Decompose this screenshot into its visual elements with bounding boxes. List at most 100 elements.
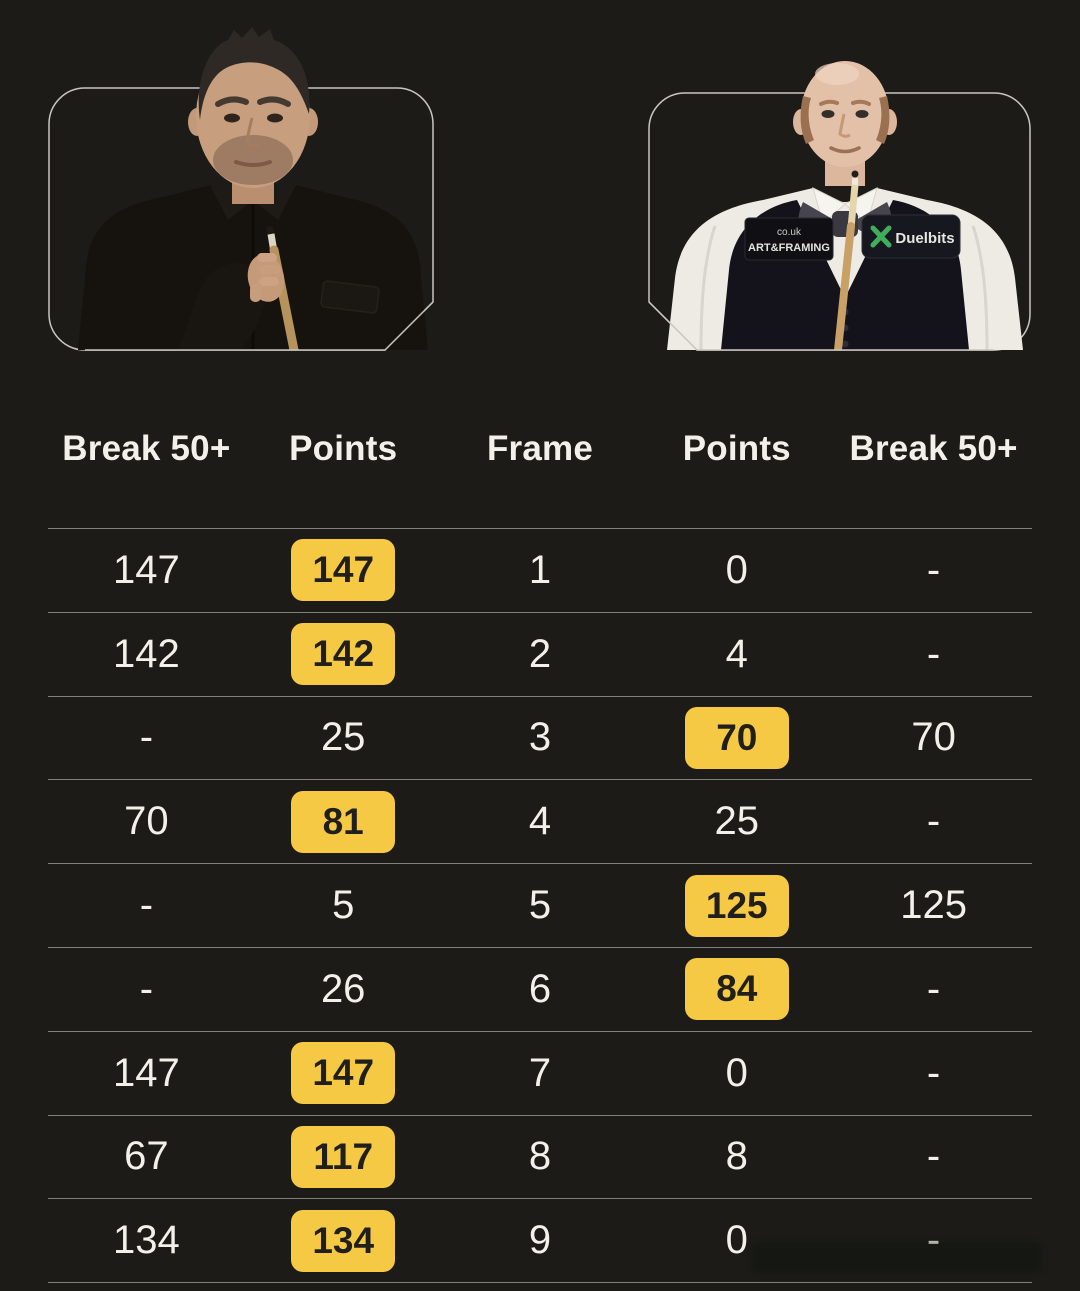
cue-tip-left [266, 226, 274, 234]
right-nose [838, 113, 851, 138]
right-points-value: 25 [714, 799, 760, 844]
right-points-cell: 70 [638, 697, 835, 780]
left-points-value: 134 [291, 1209, 396, 1272]
left-card-outline [48, 87, 434, 351]
sleeve-fold-l [699, 225, 717, 350]
left-collar-2 [253, 185, 296, 220]
right-points-value: 84 [684, 958, 789, 1021]
frame-number: 3 [528, 715, 552, 760]
right-points-value: 0 [725, 1050, 748, 1095]
left-points-cell: 147 [245, 1032, 442, 1115]
stubble [213, 135, 293, 185]
right-brow-l [819, 99, 839, 106]
right-points-cell: 84 [638, 948, 835, 1031]
table-body: 147 147 1 0 - 142 142 2 4 - - 25 3 70 70 [48, 528, 1032, 1284]
left-points-value: 81 [291, 790, 396, 853]
right-card-bottom-edge [648, 301, 994, 351]
frame-row-9: 134 134 9 0 - [48, 1198, 1032, 1282]
left-break-value: - [139, 966, 154, 1011]
sleeve-fold-r [971, 225, 989, 350]
duelbits-label: Duelbits [895, 230, 954, 247]
left-points-cell: 81 [245, 780, 442, 863]
duelbits-patch: Duelbits [861, 214, 961, 259]
right-points-cell: 4 [638, 613, 835, 696]
frame-number: 7 [528, 1050, 552, 1095]
left-brow-r [257, 96, 291, 107]
bald-crown-highlight [815, 63, 859, 85]
right-points-cell: 25 [638, 780, 835, 863]
frame-number: 6 [528, 966, 552, 1011]
header-left-break: Break 50+ [62, 429, 231, 468]
frame-number: 4 [528, 799, 552, 844]
shirt-pocket [320, 280, 380, 314]
frame-row-7: 147 147 7 0 - [48, 1030, 1032, 1115]
left-points-cell: 25 [245, 697, 442, 780]
left-break-value: 147 [113, 547, 180, 592]
left-player-photo [78, 27, 428, 350]
right-points-cell: 125 [638, 864, 835, 947]
frame-row-8: 67 117 8 8 - [48, 1114, 1032, 1199]
left-break-value: 134 [113, 1218, 180, 1263]
frame-number: 8 [528, 1134, 552, 1179]
right-player-face [801, 61, 889, 167]
left-brow-l [215, 96, 249, 107]
right-points-value: 0 [725, 547, 748, 592]
finger-3 [259, 277, 279, 286]
right-break-value: 70 [911, 715, 956, 760]
table-header-row: Break 50+ Points Frame Points Break 50+ [48, 417, 1032, 528]
frame-score-table: Break 50+ Points Frame Points Break 50+ … [48, 417, 1032, 1284]
right-break-value: - [926, 631, 941, 676]
frame-row-3: - 25 3 70 70 [48, 695, 1032, 780]
right-brow-r [851, 99, 871, 106]
art-framing-patch: co.uk ART&FRAMING [744, 217, 834, 261]
right-break-value: 125 [900, 883, 967, 928]
vest-button-3 [841, 340, 849, 348]
left-eye-r [267, 113, 283, 123]
frame-row-2: 142 142 2 4 - [48, 611, 1032, 696]
right-player-cue [834, 222, 855, 350]
left-break-value: - [139, 715, 154, 760]
left-points-value: 26 [320, 966, 366, 1011]
patch-line2: ART&FRAMING [748, 242, 830, 254]
header-right-break: Break 50+ [849, 429, 1018, 468]
side-hair-r [876, 96, 890, 144]
finger-2 [259, 265, 281, 274]
left-points-value: 142 [291, 623, 396, 686]
left-player-face [196, 44, 310, 188]
left-points-cell: 134 [245, 1199, 442, 1282]
header-right-points: Points [682, 429, 791, 468]
side-hair-l [800, 96, 814, 144]
left-break-value: 142 [113, 631, 180, 676]
left-card-bottom-edge [85, 301, 434, 351]
left-player-hair [198, 27, 310, 120]
thumb [250, 284, 261, 302]
right-points-value: 125 [684, 874, 789, 937]
right-mouth [829, 146, 861, 154]
duelbits-logo-icon [870, 225, 892, 248]
left-points-cell: 142 [245, 613, 442, 696]
left-points-value: 147 [291, 1042, 396, 1105]
left-break-value: - [139, 883, 154, 928]
left-points-value: 25 [320, 715, 366, 760]
left-player-sleeve [178, 263, 272, 350]
left-points-cell: 147 [245, 529, 442, 612]
left-collar [210, 185, 253, 220]
left-points-value: 117 [291, 1125, 396, 1188]
header-frame: Frame [486, 429, 594, 468]
right-points-value: 4 [725, 631, 748, 676]
cue-shaft-upper [847, 184, 859, 229]
frame-number: 9 [528, 1218, 552, 1263]
right-points-value: 0 [725, 1218, 748, 1263]
right-points-value: 70 [684, 706, 789, 769]
right-break-value: - [926, 1050, 941, 1095]
patch-line1: co.uk [777, 227, 802, 238]
right-eye-l [821, 110, 835, 118]
right-break-value: - [926, 799, 941, 844]
left-break-value: 70 [124, 799, 169, 844]
right-points-cell: 8 [638, 1116, 835, 1199]
frame-number: 1 [528, 547, 552, 592]
left-points-cell: 117 [245, 1116, 442, 1199]
left-eye-l [224, 113, 240, 123]
watermark-smudge [752, 1242, 1042, 1273]
